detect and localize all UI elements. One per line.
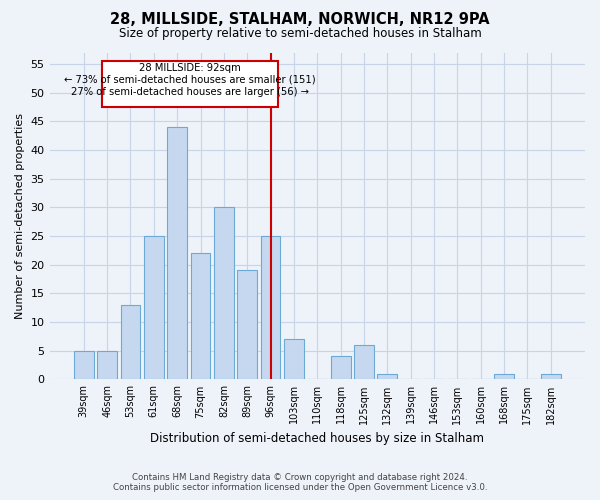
Bar xyxy=(214,208,234,380)
Y-axis label: Number of semi-detached properties: Number of semi-detached properties xyxy=(15,113,25,319)
Text: 28, MILLSIDE, STALHAM, NORWICH, NR12 9PA: 28, MILLSIDE, STALHAM, NORWICH, NR12 9PA xyxy=(110,12,490,28)
Bar xyxy=(121,305,140,380)
Text: Size of property relative to semi-detached houses in Stalham: Size of property relative to semi-detach… xyxy=(119,28,481,40)
Bar xyxy=(377,374,397,380)
Bar xyxy=(97,351,117,380)
Bar xyxy=(541,374,560,380)
Bar xyxy=(167,127,187,380)
Text: Contains HM Land Registry data © Crown copyright and database right 2024.
Contai: Contains HM Land Registry data © Crown c… xyxy=(113,473,487,492)
Text: 28 MILLSIDE: 92sqm
← 73% of semi-detached houses are smaller (151)
27% of semi-d: 28 MILLSIDE: 92sqm ← 73% of semi-detache… xyxy=(64,64,316,96)
Bar xyxy=(191,253,211,380)
Bar xyxy=(103,61,278,107)
Bar xyxy=(74,351,94,380)
Bar xyxy=(238,270,257,380)
Bar xyxy=(331,356,350,380)
Bar xyxy=(260,236,280,380)
X-axis label: Distribution of semi-detached houses by size in Stalham: Distribution of semi-detached houses by … xyxy=(150,432,484,445)
Bar xyxy=(284,340,304,380)
Bar xyxy=(144,236,164,380)
Bar xyxy=(494,374,514,380)
Bar xyxy=(354,345,374,380)
